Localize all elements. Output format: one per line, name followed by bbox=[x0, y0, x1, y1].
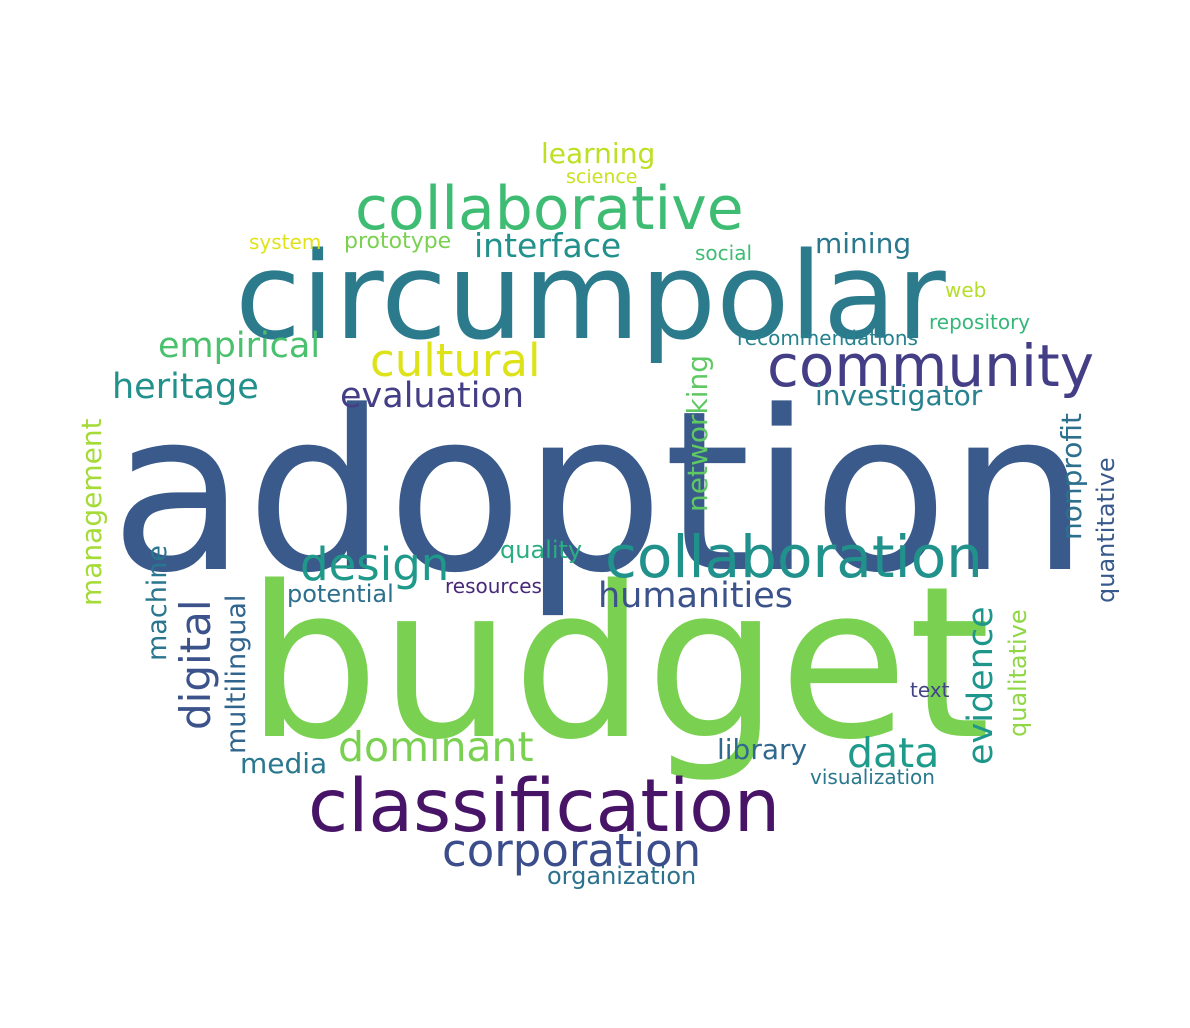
word-circumpolar: circumpolar bbox=[235, 228, 946, 367]
word-learning: learning bbox=[541, 137, 656, 170]
word-networking: networking bbox=[681, 354, 714, 512]
word-heritage: heritage bbox=[112, 367, 259, 407]
word-adoption: adoption bbox=[110, 364, 1089, 622]
word-qualitative: qualitative bbox=[1004, 609, 1032, 737]
word-text: text bbox=[910, 678, 950, 702]
word-evidence: evidence bbox=[961, 606, 1001, 765]
word-system: system bbox=[249, 230, 322, 254]
word-community: community bbox=[767, 332, 1095, 400]
word-science: science bbox=[566, 166, 638, 188]
word-quantitative: quantitative bbox=[1092, 457, 1120, 603]
word-management: management bbox=[75, 418, 108, 606]
word-quality: quality bbox=[500, 536, 583, 564]
word-resources: resources bbox=[445, 574, 542, 598]
word-dominant: dominant bbox=[338, 723, 534, 771]
word-social: social bbox=[695, 241, 753, 265]
word-evaluation: evaluation bbox=[340, 376, 525, 416]
word-budget: budget bbox=[246, 541, 991, 786]
word-digital: digital bbox=[171, 599, 220, 730]
word-empirical: empirical bbox=[158, 326, 321, 366]
word-visualization: visualization bbox=[810, 765, 935, 789]
word-multilingual: multilingual bbox=[221, 594, 252, 754]
word-classification: classification bbox=[308, 764, 781, 849]
word-interface: interface bbox=[474, 226, 622, 265]
word-potential: potential bbox=[287, 580, 394, 608]
word-web: web bbox=[945, 278, 987, 302]
word-recommendations: recommendations bbox=[737, 326, 918, 350]
word-investigator: investigator bbox=[815, 379, 983, 412]
word-corporation: corporation bbox=[442, 824, 702, 877]
word-repository: repository bbox=[929, 310, 1031, 334]
word-library: library bbox=[717, 733, 808, 766]
word-organization: organization bbox=[547, 862, 697, 890]
word-prototype: prototype bbox=[344, 229, 452, 254]
word-design: design bbox=[300, 538, 450, 591]
word-collaboration: collaboration bbox=[605, 523, 983, 591]
word-collaborative: collaborative bbox=[355, 174, 744, 244]
word-humanities: humanities bbox=[598, 576, 794, 616]
word-media: media bbox=[240, 747, 328, 780]
word-data: data bbox=[847, 729, 940, 777]
word-cultural: cultural bbox=[370, 334, 541, 387]
word-nonprofit: nonprofit bbox=[1055, 412, 1088, 540]
word-machine: machine bbox=[142, 544, 173, 661]
word-mining: mining bbox=[815, 227, 912, 260]
